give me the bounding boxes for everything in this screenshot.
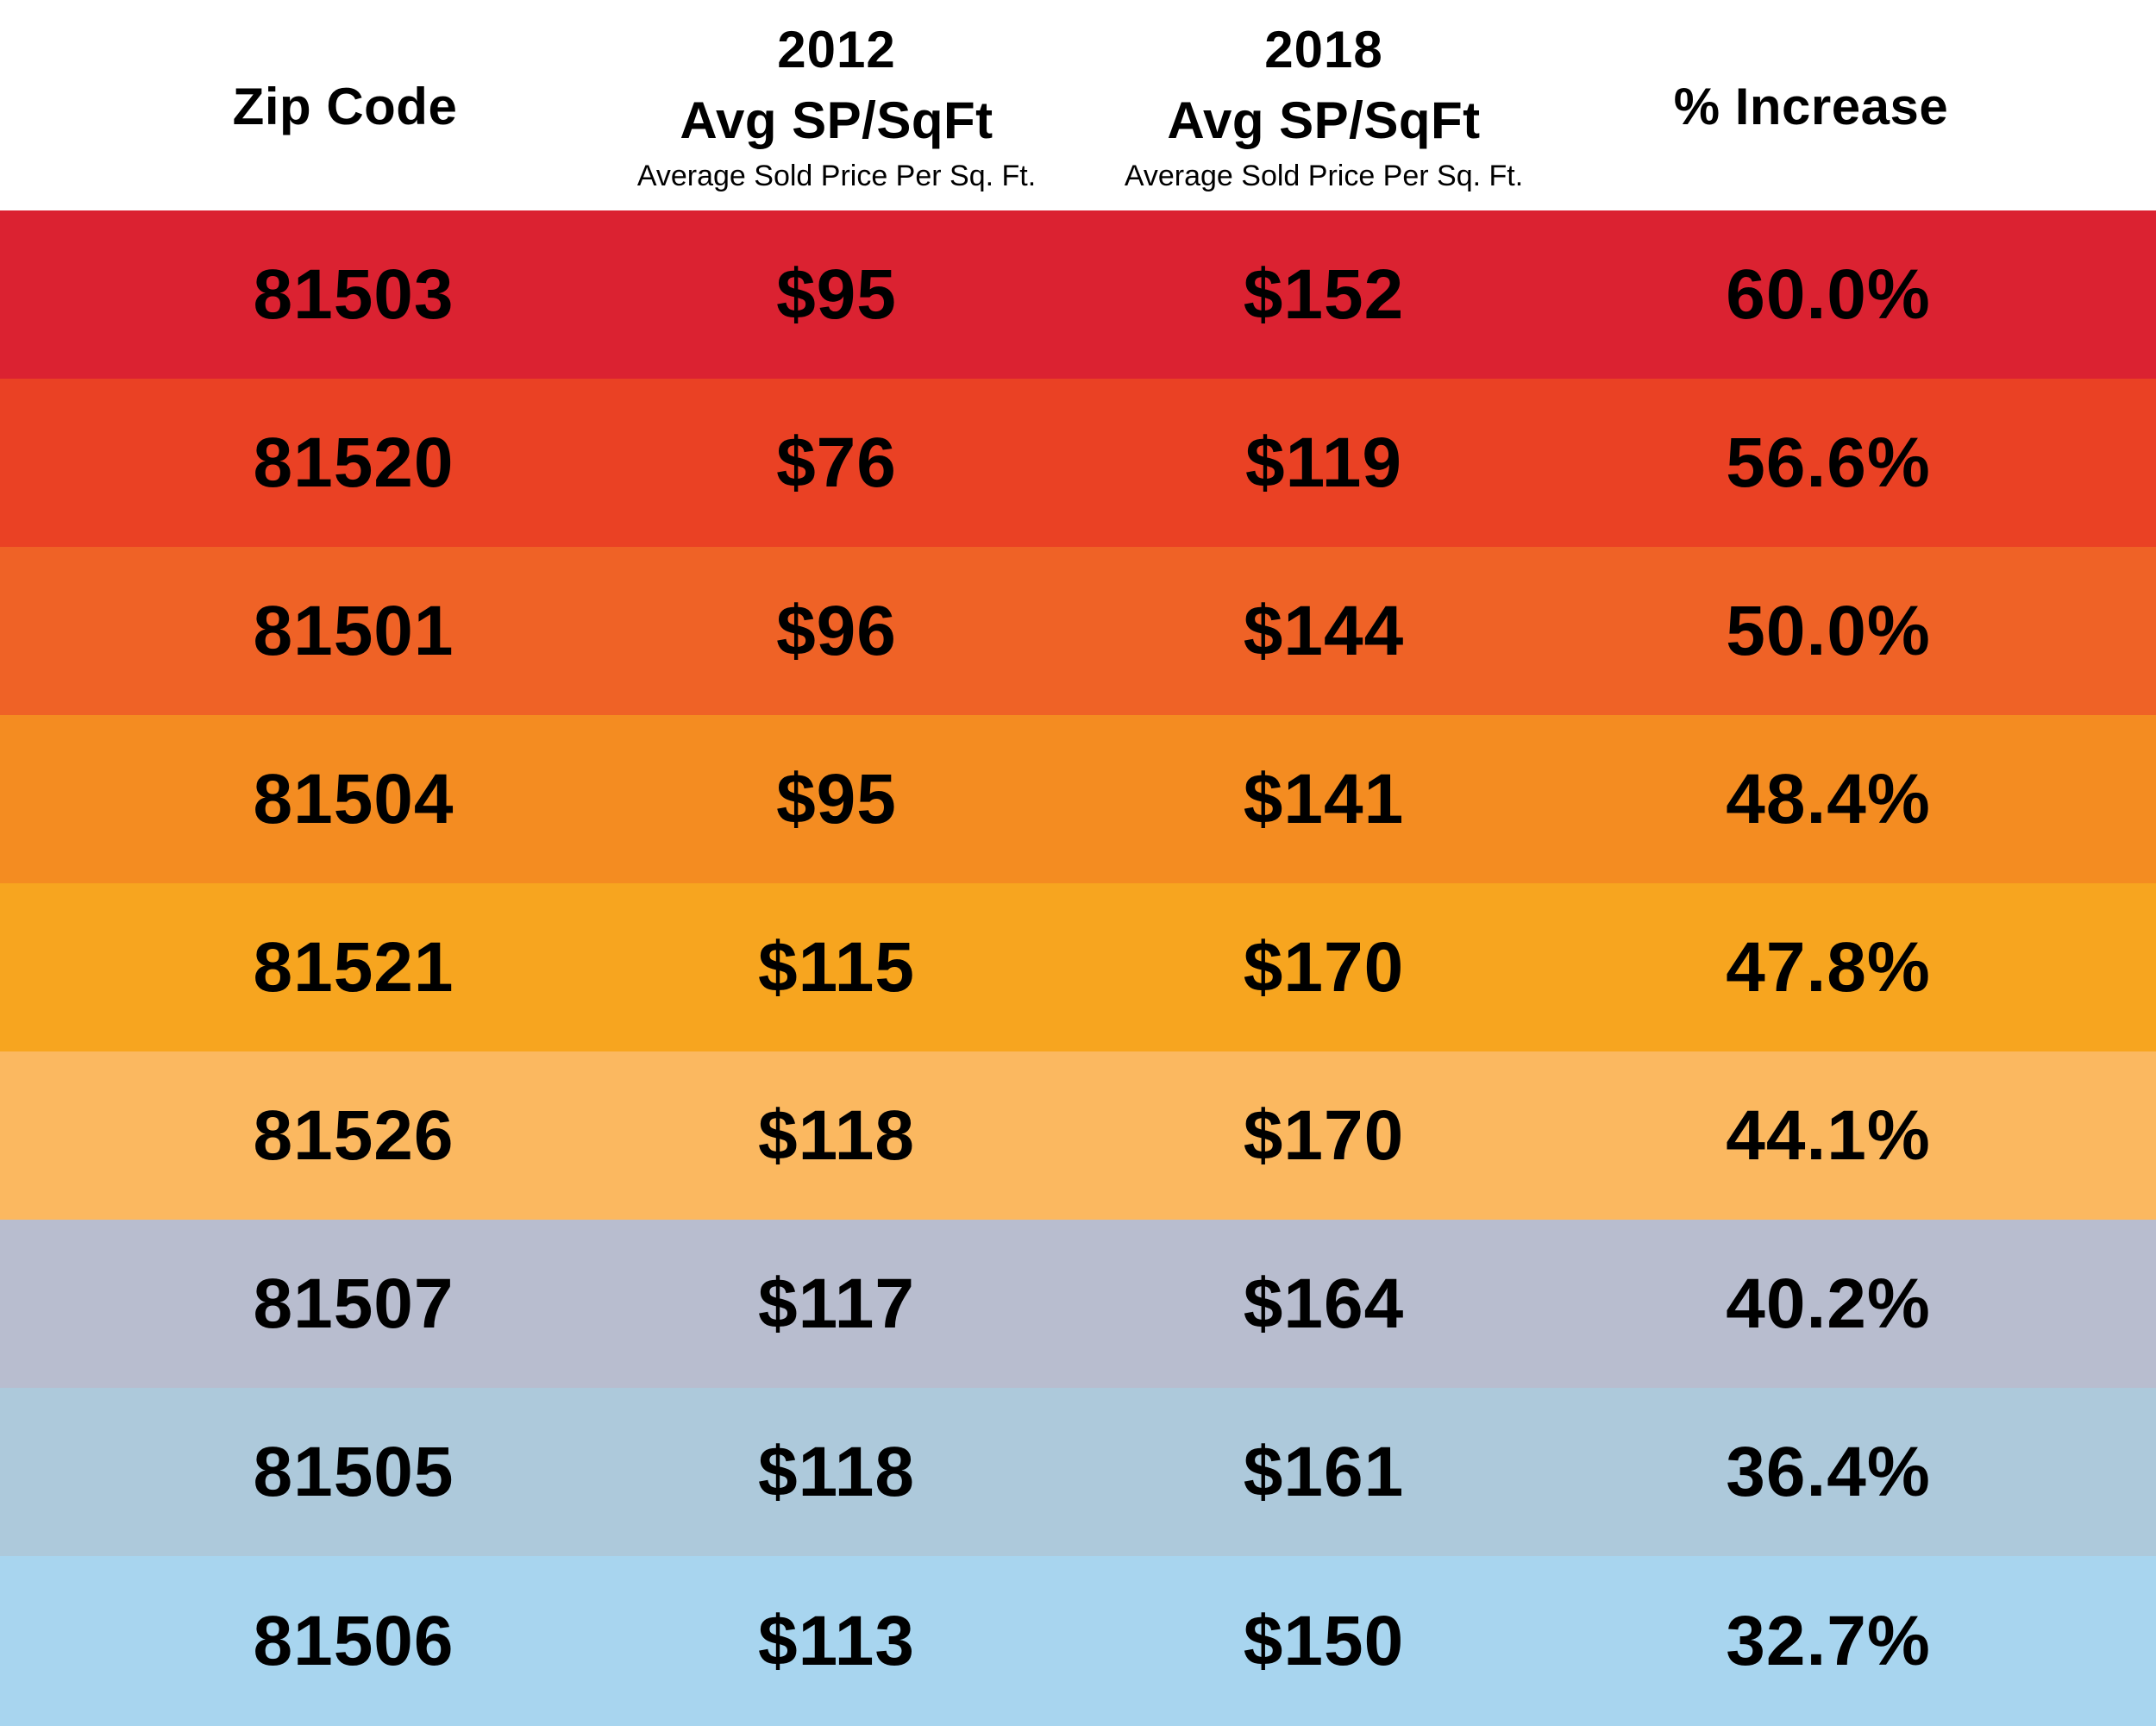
price-2012-cell: $115 xyxy=(758,927,915,1007)
header-zip-code-title: Zip Code xyxy=(232,78,458,135)
header-2012-avg: 2012 Avg SP/SqFt Average Sold Price Per … xyxy=(595,0,1078,210)
price-2018-cell: $119 xyxy=(1245,423,1402,502)
header-percent-increase: % Increase xyxy=(1578,0,2044,210)
percent-increase-cell: 32.7% xyxy=(1726,1601,1931,1680)
table-row: 81505 $118 $161 36.4% xyxy=(0,1388,2156,1556)
table-row: 81503 $95 $152 60.0% xyxy=(0,210,2156,379)
header-2018-avg: 2018 Avg SP/SqFt Average Sold Price Per … xyxy=(1078,0,1570,210)
percent-increase-cell: 44.1% xyxy=(1726,1095,1931,1175)
percent-increase-cell: 40.2% xyxy=(1726,1264,1931,1343)
zip-code-cell: 81507 xyxy=(253,1264,454,1343)
header-percent-increase-title: % Increase xyxy=(1673,78,1949,135)
zip-code-cell: 81526 xyxy=(253,1095,454,1175)
percent-increase-cell: 47.8% xyxy=(1726,927,1931,1007)
price-2012-cell: $96 xyxy=(776,591,897,670)
percent-increase-cell: 60.0% xyxy=(1726,254,1931,334)
header-2018-year: 2018 xyxy=(1264,21,1383,78)
header-2012-year: 2012 xyxy=(777,21,896,78)
zip-code-cell: 81521 xyxy=(253,927,454,1007)
price-2018-cell: $144 xyxy=(1243,591,1405,670)
percent-increase-cell: 36.4% xyxy=(1726,1432,1931,1511)
price-2012-cell: $95 xyxy=(776,759,897,838)
table-row: 81501 $96 $144 50.0% xyxy=(0,547,2156,715)
zip-code-cell: 81506 xyxy=(253,1601,454,1680)
header-2018-subtitle: Average Sold Price Per Sq. Ft. xyxy=(1124,160,1524,192)
price-2018-cell: $170 xyxy=(1243,927,1405,1007)
table-row: 81520 $76 $119 56.6% xyxy=(0,379,2156,547)
price-2018-cell: $161 xyxy=(1243,1432,1405,1511)
price-2018-cell: $164 xyxy=(1243,1264,1405,1343)
table-row: 81506 $113 $150 32.7% xyxy=(0,1556,2156,1726)
price-2012-cell: $117 xyxy=(758,1264,915,1343)
price-2012-cell: $118 xyxy=(758,1432,915,1511)
zip-code-cell: 81503 xyxy=(253,254,454,334)
percent-increase-cell: 56.6% xyxy=(1726,423,1931,502)
table-body: 81503 $95 $152 60.0% 81520 $76 $119 56.6… xyxy=(0,210,2156,1726)
table-row: 81507 $117 $164 40.2% xyxy=(0,1220,2156,1388)
zip-code-cell: 81501 xyxy=(253,591,454,670)
zip-code-cell: 81504 xyxy=(253,759,454,838)
price-2018-cell: $150 xyxy=(1243,1601,1405,1680)
zip-code-cell: 81520 xyxy=(253,423,454,502)
zip-code-cell: 81505 xyxy=(253,1432,454,1511)
price-2018-cell: $170 xyxy=(1243,1095,1405,1175)
price-2012-cell: $118 xyxy=(758,1095,915,1175)
percent-increase-cell: 50.0% xyxy=(1726,591,1931,670)
percent-increase-cell: 48.4% xyxy=(1726,759,1931,838)
header-2018-title: Avg SP/SqFt xyxy=(1167,91,1481,149)
price-2018-cell: $152 xyxy=(1243,254,1405,334)
table-row: 81504 $95 $141 48.4% xyxy=(0,715,2156,883)
price-2012-cell: $76 xyxy=(776,423,897,502)
header-2012-subtitle: Average Sold Price Per Sq. Ft. xyxy=(636,160,1037,192)
table-row: 81521 $115 $170 47.8% xyxy=(0,883,2156,1051)
header-2012-title: Avg SP/SqFt xyxy=(680,91,993,149)
table-header: Zip Code 2012 Avg SP/SqFt Average Sold P… xyxy=(0,0,2156,210)
price-2012-cell: $95 xyxy=(776,254,897,334)
header-zip-code: Zip Code xyxy=(112,0,578,210)
price-2018-cell: $141 xyxy=(1243,759,1405,838)
table-row: 81526 $118 $170 44.1% xyxy=(0,1051,2156,1220)
price-2012-cell: $113 xyxy=(758,1601,915,1680)
